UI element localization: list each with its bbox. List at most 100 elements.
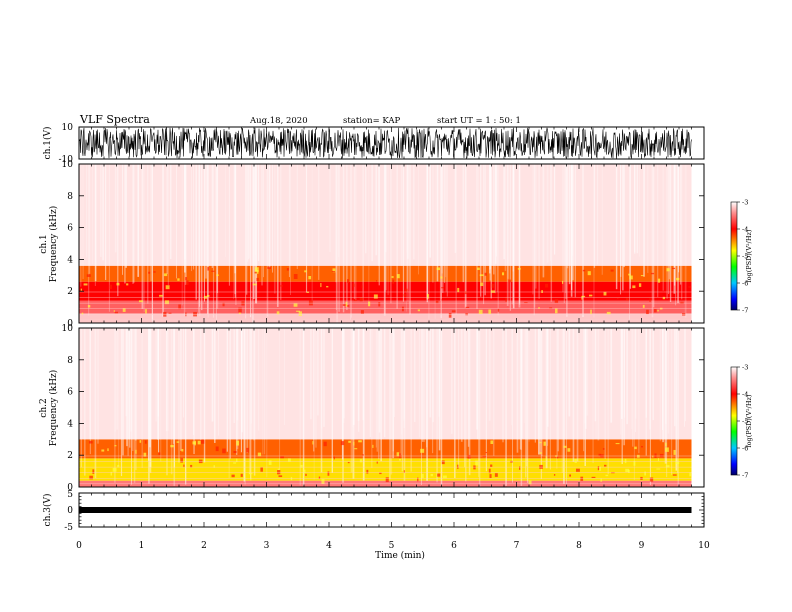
psd-texture	[293, 274, 298, 279]
psd-texture	[439, 164, 441, 301]
y-tick-label: 8	[67, 192, 73, 202]
psd-texture	[376, 328, 378, 452]
psd-texture	[594, 328, 597, 422]
psd-texture	[385, 164, 387, 291]
psd-texture	[629, 164, 631, 289]
psd-texture	[432, 328, 434, 454]
psd-texture	[680, 301, 684, 304]
colorbar-tick-label: -4	[742, 226, 748, 234]
psd-texture	[139, 440, 142, 443]
psd-texture	[477, 267, 480, 271]
psd-texture	[369, 328, 371, 438]
psd-texture	[457, 287, 460, 293]
psd-texture	[233, 451, 237, 453]
psd-texture	[666, 164, 668, 299]
psd-texture	[508, 279, 511, 283]
psd-texture	[89, 328, 91, 440]
psd-texture	[482, 455, 487, 457]
psd-texture	[590, 309, 592, 315]
psd-texture	[631, 328, 634, 447]
psd-texture	[315, 328, 317, 448]
psd-texture	[473, 465, 476, 470]
psd-texture	[669, 164, 672, 303]
psd-texture	[193, 328, 195, 455]
psd-texture	[320, 328, 323, 429]
psd-texture	[190, 464, 193, 468]
psd-texture	[207, 267, 209, 271]
psd-texture	[615, 443, 620, 445]
psd-texture	[331, 328, 334, 473]
psd-texture	[417, 164, 419, 275]
psd-texture	[643, 164, 645, 277]
psd-texture	[479, 274, 484, 277]
psd-texture	[623, 328, 625, 418]
psd-texture	[272, 164, 274, 273]
psd-texture	[376, 461, 378, 464]
psd-texture	[679, 164, 682, 285]
psd-texture	[373, 294, 378, 299]
psd-texture	[597, 164, 599, 265]
psd-texture	[389, 328, 391, 480]
psd-texture	[563, 328, 565, 484]
colorbar-tick-label: -6	[742, 280, 748, 288]
psd-texture	[521, 328, 523, 439]
psd-texture	[467, 454, 471, 459]
psd-texture	[135, 328, 137, 470]
ch1-colorbar-label: log(PSD)(V²/Hz)	[745, 229, 753, 282]
psd-texture	[662, 328, 664, 443]
psd-texture	[659, 328, 661, 442]
start-time-label: start UT = 1 : 50: 1	[437, 116, 521, 126]
psd-texture	[362, 454, 364, 456]
psd-texture	[385, 477, 389, 483]
psd-texture	[359, 459, 363, 463]
psd-texture	[359, 297, 364, 302]
psd-texture	[465, 328, 467, 482]
psd-texture	[133, 164, 135, 283]
psd-texture	[127, 328, 129, 456]
psd-texture	[464, 291, 467, 295]
psd-texture	[236, 328, 239, 450]
psd-texture	[634, 164, 636, 253]
psd-texture	[525, 328, 528, 467]
psd-texture	[652, 328, 655, 421]
psd-texture	[403, 328, 406, 481]
psd-texture	[567, 448, 571, 452]
psd-texture	[512, 164, 514, 272]
x-tick-label: 10	[698, 541, 710, 551]
psd-texture	[568, 328, 571, 417]
psd-texture	[137, 164, 140, 277]
psd-texture	[300, 464, 303, 468]
psd-texture	[640, 275, 644, 277]
psd-texture	[545, 283, 549, 288]
psd-texture	[375, 328, 377, 448]
psd-texture	[400, 328, 402, 456]
psd-texture	[80, 328, 82, 468]
psd-texture	[491, 283, 495, 288]
psd-texture	[165, 285, 170, 290]
psd-texture	[251, 328, 253, 440]
psd-texture	[591, 476, 596, 479]
psd-texture	[341, 328, 344, 460]
psd-texture	[520, 328, 522, 450]
psd-texture	[488, 164, 491, 274]
psd-texture	[238, 312, 241, 315]
psd-texture	[603, 464, 607, 467]
psd-texture	[343, 328, 345, 419]
psd-texture	[378, 164, 380, 286]
psd-texture	[689, 472, 692, 477]
psd-texture	[403, 470, 405, 473]
psd-texture	[606, 311, 611, 315]
psd-texture	[238, 307, 242, 313]
x-axis-tick-labels: 0 1 2 3 4 5 6 7 8 9 10	[76, 541, 710, 551]
psd-texture	[604, 328, 606, 460]
psd-texture	[346, 305, 350, 307]
ch2-spectrogram	[79, 328, 692, 487]
psd-texture	[247, 164, 250, 260]
psd-texture	[475, 460, 479, 466]
psd-texture	[593, 164, 595, 318]
psd-texture	[200, 164, 203, 311]
psd-texture	[175, 164, 177, 279]
ch3-ylabel: ch.3(V)	[42, 494, 53, 527]
psd-texture	[336, 164, 338, 323]
psd-texture	[664, 328, 666, 459]
